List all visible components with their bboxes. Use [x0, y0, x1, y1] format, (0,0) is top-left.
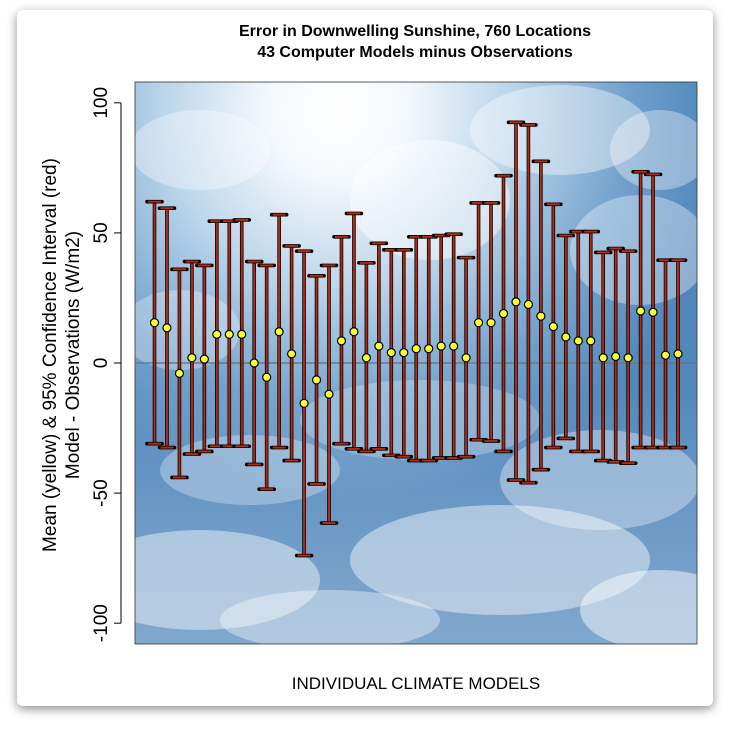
- model-error-bar: [282, 244, 301, 463]
- mean-point: [374, 341, 384, 351]
- model-error-bar: [145, 199, 164, 446]
- mean-point: [162, 323, 172, 333]
- y-tick-label: 50: [91, 222, 112, 243]
- y-axis-label-line-2: Model - Observations (W/m2): [63, 230, 84, 480]
- model-error-bar: [556, 233, 576, 441]
- mean-point: [449, 341, 459, 351]
- mean-point: [311, 375, 322, 385]
- mean-point: [424, 344, 434, 354]
- mean-point: [523, 299, 534, 310]
- model-error-bar: [232, 218, 252, 449]
- chart-title: Error in Downwelling Sunshine, 760 Locat…: [130, 21, 700, 63]
- mean-point: [274, 327, 284, 337]
- mean-point: [324, 389, 334, 399]
- y-tick-label: -50: [91, 479, 112, 506]
- model-error-bar: [157, 206, 177, 450]
- model-error-bar: [668, 258, 688, 450]
- mean-point: [237, 329, 247, 339]
- mean-point: [636, 306, 646, 316]
- mean-point: [573, 336, 583, 346]
- model-error-bar: [606, 246, 625, 464]
- mean-point: [611, 351, 621, 362]
- model-error-bar: [344, 211, 364, 451]
- mean-point: [224, 329, 234, 339]
- mean-point: [660, 350, 671, 360]
- model-error-bar: [357, 261, 376, 454]
- mean-point: [399, 347, 409, 358]
- model-error-bar: [195, 263, 214, 454]
- model-error-bar: [631, 169, 650, 450]
- mean-point: [586, 336, 596, 346]
- model-error-bar: [294, 249, 314, 558]
- mean-point: [436, 341, 446, 351]
- mean-point: [548, 321, 558, 332]
- mean-point: [262, 372, 272, 382]
- model-error-bar: [456, 255, 476, 459]
- model-error-bar: [469, 201, 488, 442]
- model-error-bar: [494, 173, 513, 454]
- mean-point: [174, 368, 185, 379]
- model-error-bar: [481, 201, 501, 443]
- mean-point: [561, 332, 571, 342]
- x-axis-label: INDIVIDUAL CLIMATE MODELS: [291, 674, 541, 693]
- mean-point: [598, 353, 608, 363]
- mean-point: [411, 344, 421, 354]
- mean-point: [386, 347, 396, 358]
- mean-point: [249, 358, 259, 368]
- mean-point: [673, 349, 683, 359]
- model-error-bar: [531, 159, 551, 472]
- mean-point: [498, 308, 509, 319]
- mean-point: [461, 353, 471, 363]
- mean-point: [336, 336, 347, 346]
- model-error-bar: [269, 212, 289, 450]
- model-error-bar: [319, 263, 339, 525]
- mean-point: [212, 329, 222, 339]
- model-error-bar: [618, 249, 638, 465]
- model-error-bar: [581, 229, 601, 454]
- mean-point: [199, 354, 209, 364]
- model-error-bar: [519, 123, 538, 485]
- error-bars: [145, 120, 688, 558]
- mean-point: [511, 297, 521, 307]
- model-error-bar: [307, 274, 326, 486]
- y-axis: 100 50 0 -50 -100: [91, 87, 122, 642]
- mean-point: [361, 353, 371, 363]
- mean-point: [623, 353, 633, 363]
- mean-point: [187, 353, 197, 363]
- mean-point: [486, 318, 496, 328]
- mean-point: [299, 398, 309, 408]
- y-tick-label: -100: [91, 604, 112, 642]
- mean-point: [149, 318, 160, 328]
- model-error-bar: [369, 241, 389, 451]
- mean-point: [648, 307, 658, 317]
- model-error-bar: [170, 267, 189, 480]
- chart-title-line-2: 43 Computer Models minus Observations: [257, 44, 573, 61]
- model-error-bar: [419, 235, 439, 463]
- y-axis-label: Mean (yellow) & 95% Confidence Interval …: [39, 105, 89, 605]
- model-error-bar: [431, 233, 451, 460]
- mean-point: [536, 311, 546, 321]
- chart-title-line-1: Error in Downwelling Sunshine, 760 Locat…: [238, 23, 592, 40]
- y-tick-label: 0: [91, 358, 112, 369]
- model-error-bar: [544, 202, 563, 450]
- model-error-bar: [394, 248, 414, 459]
- mean-point: [349, 327, 359, 337]
- model-error-bar: [182, 259, 202, 456]
- model-error-bar: [332, 235, 351, 446]
- model-error-bar: [257, 263, 276, 491]
- y-axis-label-line-1: Mean (yellow) & 95% Confidence Interval …: [40, 158, 61, 552]
- mean-point: [287, 349, 297, 359]
- y-tick-label: 100: [91, 87, 112, 119]
- model-error-bar: [244, 259, 264, 467]
- model-error-bar: [506, 120, 526, 482]
- mean-point: [473, 318, 484, 328]
